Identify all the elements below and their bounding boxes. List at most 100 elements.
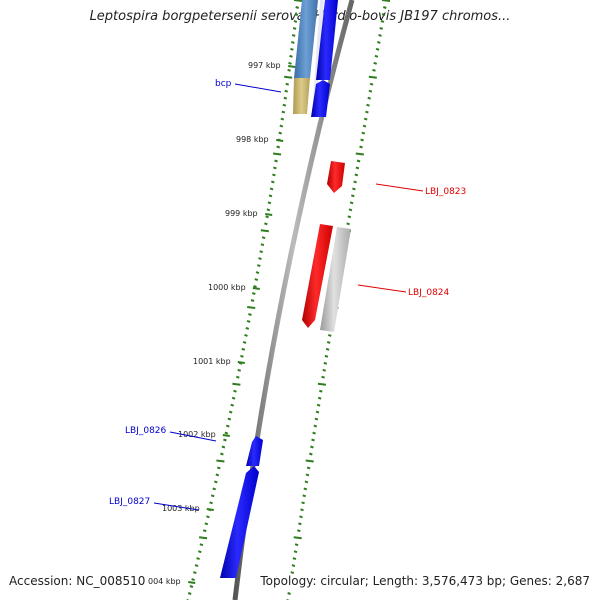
ring-tick: [206, 515, 210, 519]
ring-tick: [197, 550, 202, 554]
ring-tick: [305, 459, 314, 463]
ring-tick: [216, 459, 225, 463]
gene-lbj-0826[interactable]: [246, 436, 263, 466]
ring-tick: [213, 480, 218, 484]
ring-tick: [260, 243, 265, 247]
ring-tick: [352, 187, 356, 191]
tick-label: 999 kbp: [225, 209, 258, 218]
ring-tick: [240, 354, 244, 358]
ring-tick: [376, 40, 381, 44]
ring-tick: [259, 250, 264, 254]
ring-tick: [282, 103, 287, 107]
gene-label-lbj-0827[interactable]: LBJ_0827: [109, 497, 150, 507]
ring-tick: [189, 585, 194, 588]
bcp-label-line: [234, 83, 282, 93]
gene-label-lbj-0823[interactable]: LBJ_0823: [425, 187, 466, 197]
ring-tick: [210, 494, 215, 498]
ring-tick: [265, 215, 269, 219]
ring-tick: [378, 33, 382, 37]
tick-label: 997 kbp: [248, 61, 281, 70]
ring-tick: [355, 152, 364, 156]
major-tick-mark: [222, 434, 230, 437]
ring-tick: [276, 145, 281, 149]
ring-tick: [225, 424, 230, 428]
ring-tick: [288, 61, 292, 65]
ring-tick: [270, 180, 275, 184]
ring-tick: [322, 368, 327, 372]
ring-tick: [306, 466, 311, 470]
ring-tick: [303, 487, 308, 491]
ring-tick: [321, 375, 325, 379]
ring-tick: [349, 201, 354, 205]
feature-grey[interactable]: [320, 227, 351, 332]
ring-tick: [327, 333, 332, 337]
ring-tick: [354, 173, 359, 177]
ring-tick: [348, 208, 353, 212]
ring-tick: [199, 543, 204, 547]
accession-text: Accession: NC_008510: [9, 574, 149, 588]
ring-tick: [325, 347, 330, 351]
gene-label-bcp[interactable]: bcp: [215, 79, 232, 89]
ring-tick: [381, 13, 386, 16]
gene-label-lbj-0824[interactable]: LBJ_0824: [408, 288, 450, 298]
ring-tick: [314, 417, 319, 421]
ring-tick: [366, 103, 370, 107]
ring-tick: [255, 271, 260, 275]
gene-bcp[interactable]: [311, 80, 330, 117]
gene-label-lbj-0826[interactable]: LBJ_0826: [125, 426, 167, 436]
ring-tick: [346, 222, 350, 226]
genome-summary-text: Topology: circular; Length: 3,576,473 bp…: [257, 574, 590, 588]
ring-tick: [266, 208, 271, 212]
ring-tick: [369, 82, 374, 86]
ring-tick: [312, 431, 316, 435]
ring-tick: [284, 89, 289, 93]
ring-tick: [372, 68, 376, 72]
ring-tick: [280, 117, 285, 121]
ring-tick: [194, 564, 199, 568]
ring-tick: [353, 180, 357, 184]
ring-tick: [274, 159, 278, 163]
ring-tick: [368, 75, 377, 79]
ring-tick: [209, 501, 213, 505]
ring-tick: [292, 26, 297, 30]
ring-tick: [293, 0, 303, 2]
ring-tick: [298, 522, 302, 526]
ring-tick: [235, 375, 240, 379]
major-tick-mark: [188, 581, 196, 584]
ring-tick: [191, 578, 195, 582]
ring-tick: [381, 0, 391, 2]
ring-tick: [290, 571, 295, 575]
ring-tick: [251, 292, 256, 295]
major-tick-mark: [288, 65, 296, 68]
ring-tick: [361, 131, 366, 135]
gene-bcp-upper[interactable]: [316, 0, 338, 80]
ring-tick: [224, 431, 229, 435]
ring-tick: [293, 19, 298, 23]
ring-tick: [363, 117, 368, 121]
ring-tick: [380, 19, 385, 23]
ring-tick: [308, 452, 313, 456]
gene-lbj-0824[interactable]: [302, 224, 333, 328]
ring-tick: [304, 480, 309, 484]
ring-tick: [301, 501, 305, 505]
ring-tick: [196, 557, 200, 561]
ring-tick: [355, 166, 360, 170]
lbj-0823-label-line: [375, 183, 424, 192]
major-tick-mark: [265, 213, 273, 216]
ring-tick: [382, 6, 387, 9]
feature-white-strip: [312, 0, 324, 114]
ring-tick: [289, 54, 293, 58]
gene-lbj-0823[interactable]: [327, 161, 345, 193]
ring-tick: [267, 201, 272, 205]
gene-lbj-0827[interactable]: [220, 466, 259, 578]
ring-tick: [375, 47, 380, 51]
ring-tick: [223, 438, 227, 442]
ring-tick: [244, 333, 248, 337]
feature-tan[interactable]: [293, 78, 310, 114]
feature-steel-blue[interactable]: [294, 0, 318, 78]
ring-tick: [187, 592, 192, 595]
ring-tick: [246, 319, 251, 323]
tick-label: 1000 kbp: [208, 283, 246, 292]
ring-tick: [272, 152, 282, 156]
ring-tick: [227, 417, 232, 421]
